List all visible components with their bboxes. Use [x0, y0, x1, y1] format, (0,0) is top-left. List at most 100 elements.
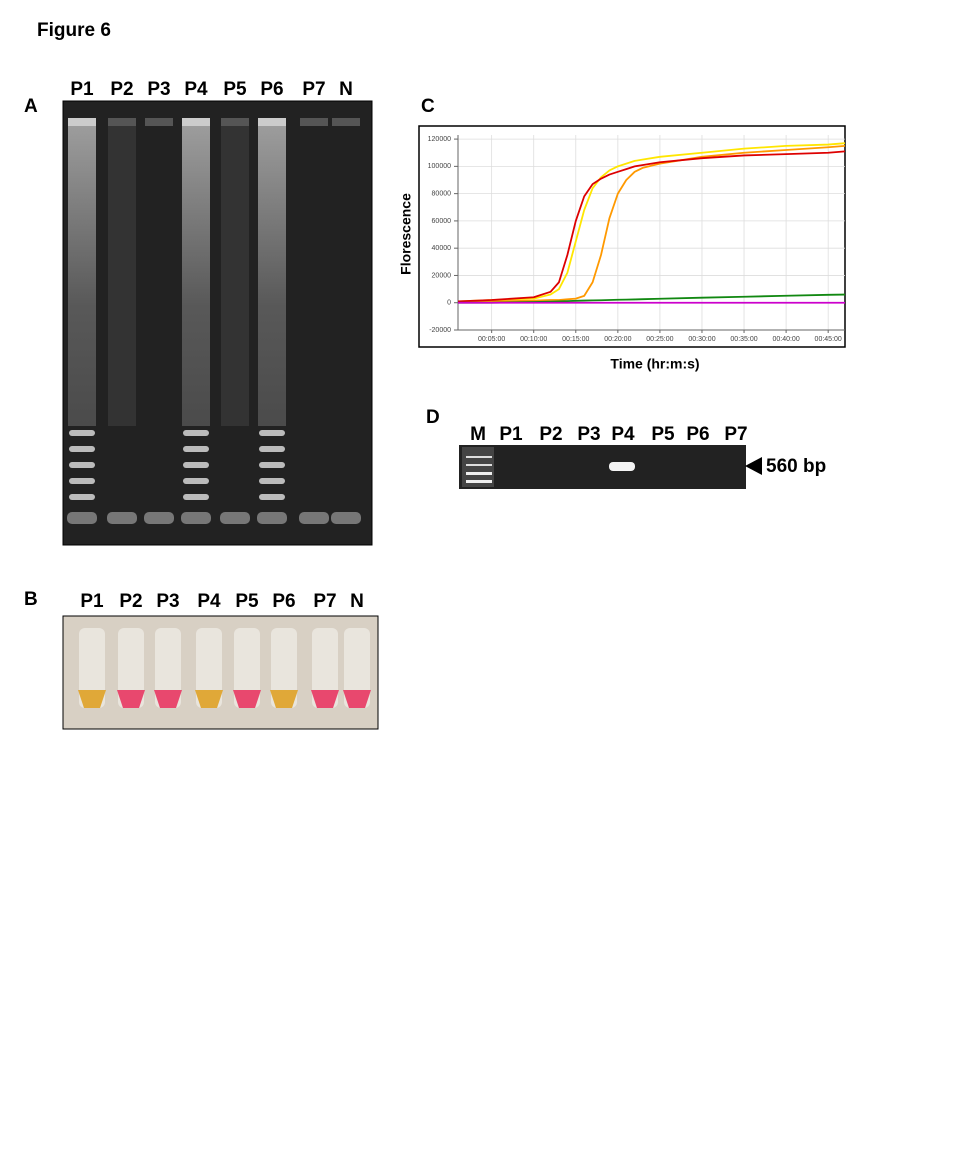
x-tick-label: 00:15:00	[562, 336, 589, 343]
lane-label: P5	[235, 591, 259, 612]
primer-band	[220, 512, 250, 524]
gel-lanes: P1 P2 P3 P4 P5 P6 P7 N	[67, 79, 361, 524]
x-tick-label: 00:40:00	[772, 336, 799, 343]
lane-label: P2	[539, 424, 562, 445]
ladder-band	[183, 430, 209, 436]
primer-band	[107, 512, 137, 524]
tube-liquid	[270, 690, 298, 708]
series-line	[457, 142, 846, 303]
well	[68, 118, 96, 126]
well	[108, 118, 136, 126]
chart-frame	[418, 125, 846, 348]
smear	[182, 126, 210, 426]
primer-band	[181, 512, 211, 524]
faint-smear	[108, 126, 136, 426]
tube	[344, 628, 370, 708]
well	[221, 118, 249, 126]
y-tick-label: 60000	[432, 218, 452, 225]
ladder-band	[259, 478, 285, 484]
lane-label: P1	[70, 79, 94, 100]
ladder-band	[183, 494, 209, 500]
ladder-band	[466, 472, 492, 475]
lane-label: P3	[156, 591, 179, 612]
figure-title: Figure 6	[37, 20, 111, 41]
gel-image	[459, 445, 746, 489]
tube-liquid	[311, 690, 339, 708]
tube-liquid	[117, 690, 145, 708]
tube	[234, 628, 260, 708]
smear	[68, 126, 96, 426]
lane-label: P4	[197, 591, 221, 612]
x-tick-label: 00:25:00	[646, 336, 673, 343]
y-tick-label: 80000	[432, 190, 452, 197]
primer-band	[257, 512, 287, 524]
lane-label: P2	[119, 591, 142, 612]
lane-label: P1	[499, 424, 523, 445]
faint-smear	[221, 126, 249, 426]
y-tick-label: 0	[447, 300, 451, 307]
primer-band	[331, 512, 361, 524]
lane-label: P6	[272, 591, 295, 612]
ladder-band	[259, 462, 285, 468]
lane-label: N	[339, 79, 353, 100]
tube	[196, 628, 222, 708]
lane-label: P5	[223, 79, 247, 100]
ladder-band	[259, 446, 285, 452]
x-tick-label: 00:10:00	[520, 336, 547, 343]
tube	[155, 628, 181, 708]
ladder-band	[183, 446, 209, 452]
ladder-band	[183, 478, 209, 484]
lane-label: P3	[147, 79, 170, 100]
lane-label: P4	[184, 79, 208, 100]
well	[332, 118, 360, 126]
y-tick-label: 100000	[428, 163, 451, 170]
lane-label: P7	[724, 424, 747, 445]
well	[182, 118, 210, 126]
panel-label: D	[426, 407, 440, 428]
tube	[271, 628, 297, 708]
lane-label: P7	[313, 591, 336, 612]
arrow	[745, 457, 762, 475]
pcr-band	[609, 462, 635, 471]
lane-label: P4	[611, 424, 635, 445]
y-tick-label: 120000	[428, 136, 451, 143]
well	[258, 118, 286, 126]
panel-label: C	[421, 96, 435, 117]
ladder-band	[69, 430, 95, 436]
ladder-band	[466, 456, 492, 458]
lane-label: P6	[260, 79, 283, 100]
ladder-band	[466, 464, 492, 466]
y-tick-label: 40000	[432, 245, 452, 252]
panel-label: B	[24, 589, 38, 610]
tube	[79, 628, 105, 708]
lane-label: P2	[110, 79, 133, 100]
x-tick-label: 00:45:00	[815, 336, 842, 343]
chart: -20000 0 20000 40000 60000 80000 100000 120000 0…	[428, 135, 846, 343]
ladder-band	[259, 430, 285, 436]
lane-label: P3	[577, 424, 600, 445]
primer-band	[67, 512, 97, 524]
ladder-band	[69, 494, 95, 500]
y-tick-label: -20000	[429, 327, 451, 334]
series-line	[457, 145, 846, 303]
ladder-band	[183, 462, 209, 468]
lane-label: M	[470, 424, 486, 445]
lane-label: P6	[686, 424, 709, 445]
primer-band	[299, 512, 329, 524]
ladder-band	[69, 446, 95, 452]
series-line	[458, 293, 846, 304]
smear	[258, 126, 286, 426]
ladder-band	[259, 494, 285, 500]
panel-label: A	[24, 96, 38, 117]
x-tick-label: 00:35:00	[730, 336, 757, 343]
well	[145, 118, 173, 126]
tube-liquid	[195, 690, 223, 708]
tube-liquid	[78, 690, 106, 708]
ladder-band	[69, 478, 95, 484]
lane-label: P5	[651, 424, 675, 445]
tube-liquid	[233, 690, 261, 708]
ladder-band	[466, 480, 492, 483]
well	[300, 118, 328, 126]
lane-label: N	[350, 591, 364, 612]
